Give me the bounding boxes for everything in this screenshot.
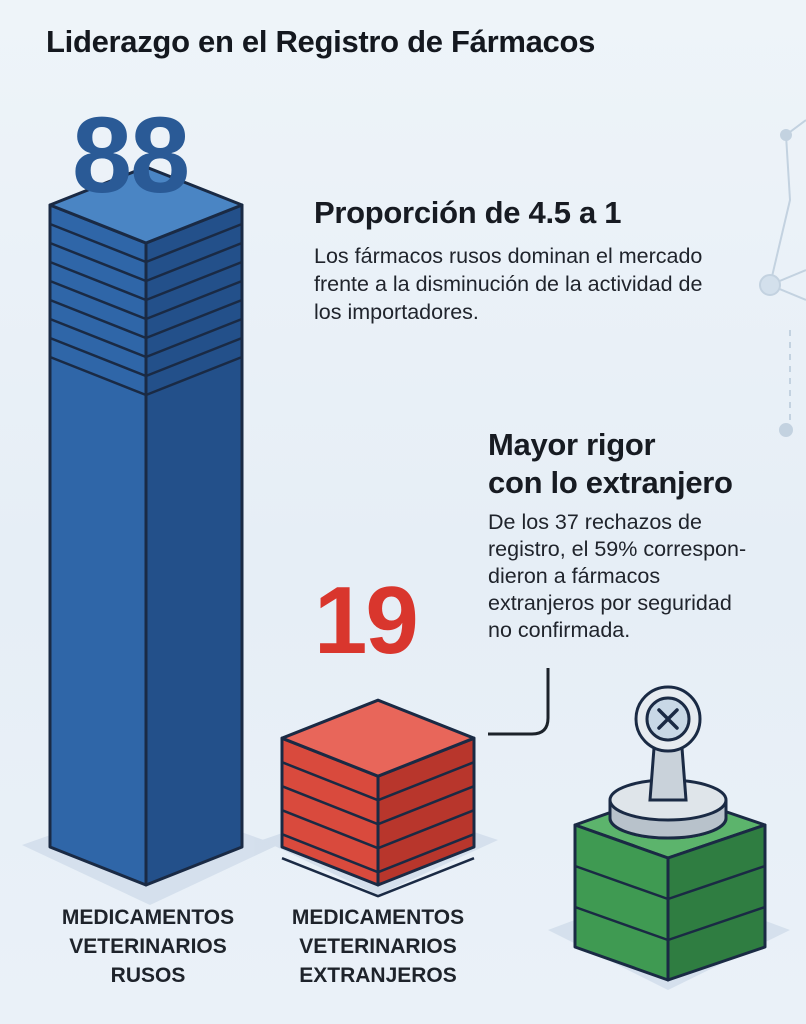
value-label-rusos: 88 (72, 94, 190, 215)
rigor-text-line: no confirmada. (488, 618, 631, 642)
rigor-text-line: registro, el 59% correspon- (488, 537, 747, 561)
rigor-text: De los 37 rechazos de registro, el 59% c… (488, 509, 788, 644)
ratio-text: Los fármacos rusos dominan el mercado fr… (314, 244, 703, 324)
rejection-stamp-icon (608, 685, 728, 840)
ratio-heading: Proporción de 4.5 a 1 (314, 195, 622, 230)
bar-extranjeros (280, 698, 476, 898)
bar-rusos (48, 165, 244, 887)
category-label-line: MEDICAMENTOS (61, 906, 235, 929)
category-label-extranjeros: MEDICAMENTOS VETERINARIOS EXTRANJEROS (248, 903, 508, 990)
category-label-line: MEDICAMENTOS (291, 906, 465, 929)
rigor-heading-line-1: Mayor rigor (488, 427, 656, 462)
category-label-line: EXTRANJEROS (299, 964, 457, 987)
rigor-text-line: De los 37 rechazos de (488, 510, 702, 534)
bar-group (48, 165, 476, 898)
network-decoration (759, 119, 806, 437)
category-label-line: VETERINARIOS (299, 935, 457, 958)
rigor-text-line: extranjeros por seguridad (488, 591, 732, 615)
category-label-rusos: MEDICAMENTOS VETERINARIOS RUSOS (18, 903, 278, 990)
value-label-extranjeros: 19 (314, 567, 419, 674)
connector-line (488, 668, 550, 736)
page-title: Liderazgo en el Registro de Fármacos (46, 24, 596, 59)
rigor-text-line: dieron a fármacos (488, 564, 661, 588)
category-label-line: VETERINARIOS (69, 935, 227, 958)
rigor-heading-line-2: con lo extranjero (488, 465, 733, 500)
category-label-line: RUSOS (110, 964, 186, 987)
rigor-heading: Mayor rigor con lo extranjero (488, 426, 788, 502)
